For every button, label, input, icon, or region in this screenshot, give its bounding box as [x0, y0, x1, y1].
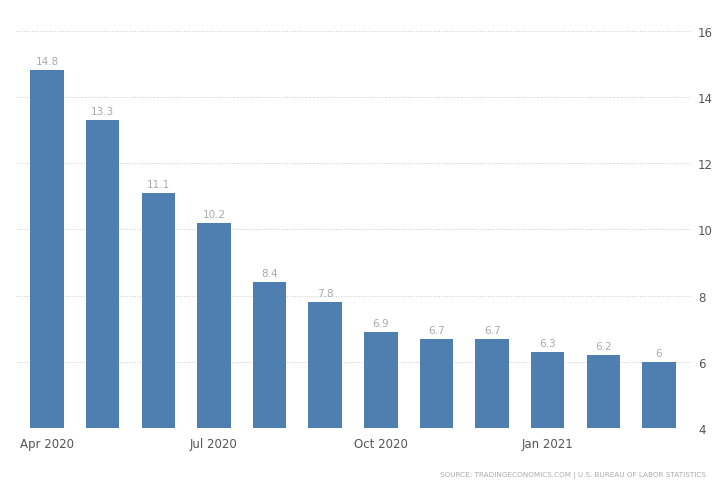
Text: 14.8: 14.8 [36, 57, 58, 67]
Bar [531, 352, 564, 428]
Text: 6.3: 6.3 [539, 338, 556, 348]
Bar [420, 339, 453, 428]
Bar [197, 223, 231, 428]
Bar [141, 194, 175, 428]
Text: 6.7: 6.7 [428, 325, 445, 335]
Text: 6: 6 [656, 348, 662, 358]
Bar [475, 339, 509, 428]
Bar [253, 283, 286, 428]
Bar [364, 333, 397, 428]
Bar [31, 71, 63, 428]
Text: 10.2: 10.2 [202, 210, 226, 219]
Text: 6.9: 6.9 [373, 318, 389, 329]
Text: 8.4: 8.4 [261, 269, 278, 279]
Bar [642, 362, 676, 428]
Text: SOURCE: TRADINGECONOMICS.COM | U.S. BUREAU OF LABOR STATISTICS: SOURCE: TRADINGECONOMICS.COM | U.S. BURE… [440, 471, 706, 478]
Text: 6.7: 6.7 [484, 325, 500, 335]
Text: 6.2: 6.2 [595, 342, 612, 352]
Text: 11.1: 11.1 [146, 180, 170, 190]
Text: 13.3: 13.3 [91, 107, 114, 117]
Text: 7.8: 7.8 [317, 289, 333, 299]
Bar [309, 302, 342, 428]
Bar [587, 356, 620, 428]
Bar [86, 121, 119, 428]
